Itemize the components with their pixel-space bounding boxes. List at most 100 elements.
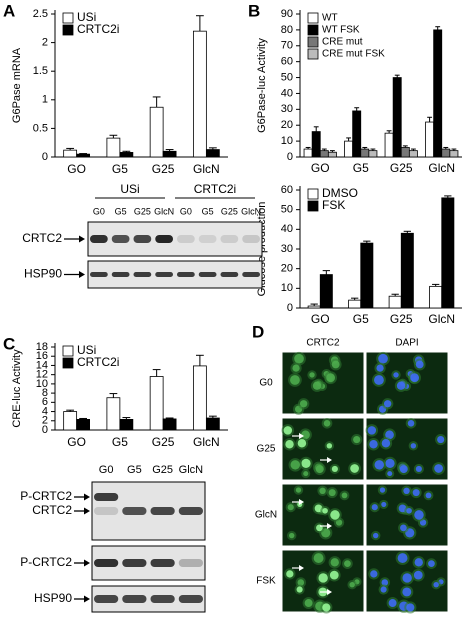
y-tick-label: 2 [42,415,48,427]
x-tick-label: GlcN [193,435,220,449]
x-tick-label: G25 [390,161,413,175]
y-tick-label: 30 [281,243,293,255]
y-tick-label: 50 [281,71,293,83]
y-tick-label: 18 [36,341,48,353]
bar [392,77,402,158]
arrow-head [299,433,304,439]
error-bar [195,354,204,366]
blot-row-label: P-CRTC2 [20,555,72,569]
cell-nucleus [330,558,339,567]
error-bar [329,150,335,153]
x-tick-label: GO [311,312,330,326]
nucleus [402,573,412,583]
cell-nucleus [286,570,294,578]
y-axis-label: G6Pase mRNA [11,47,23,123]
error-bar [432,283,440,287]
cell-nucleus [309,372,315,378]
panel-label: A [3,1,15,20]
y-tick-label: 0 [287,302,293,314]
bar [384,132,394,158]
blot-band [178,507,203,515]
x-tick-label: GO [311,161,330,175]
bar [449,150,459,158]
blot-band [198,272,217,277]
legend-label: CRTC2i [77,22,119,36]
y-tick-label: 6 [42,396,48,408]
bar [360,148,370,158]
cell-nucleus [319,487,326,495]
y-tick-label: 50 [281,204,293,216]
blot-group: CRTC2i [194,182,236,196]
error-bar [208,147,217,150]
y-tick-label: 80 [281,24,293,36]
nucleus [374,375,384,385]
error-bar [66,409,75,412]
row-label: GlcN [255,510,277,521]
cell-nucleus [295,487,302,493]
error-bar [165,417,174,419]
blot-band [90,272,108,277]
lane-label: G5 [127,464,142,476]
error-bar [79,153,88,155]
nucleus [381,501,387,507]
error-bar [351,297,359,301]
bar [162,418,177,431]
bar [360,242,374,309]
cell-nucleus [353,435,361,444]
column-label: DAPI [395,338,418,349]
bar [106,137,121,158]
legend-label: CRTC2i [77,355,119,369]
panel-label: D [252,322,264,341]
error-bar [444,195,452,198]
blot-band [155,235,173,243]
y-axis-label: CRE-luc Activity [11,349,23,428]
nucleus [385,430,394,440]
error-bar [122,417,131,420]
bar [319,274,333,309]
nucleus [396,381,406,390]
error-bar [403,230,411,234]
row-label: FSK [256,576,276,587]
blot-row-label: CRTC2 [22,231,62,245]
bar [303,148,313,158]
lane-label: GlcN [179,464,204,476]
legend-swatch [307,48,319,60]
cell-nucleus [326,443,333,449]
y-tick-label: 10 [36,378,48,390]
y-tick-label: 16 [36,350,48,362]
cell-nucleus [344,560,351,567]
error-bar [346,137,352,142]
error-bar [391,293,399,297]
bar [327,151,337,158]
y-tick-label: 2 [42,37,48,49]
bar [388,295,402,309]
bar [119,152,134,158]
nucleus [379,487,386,493]
nucleus [406,603,415,612]
bar [429,285,443,309]
arrow-head [84,493,90,501]
y-tick-label: 10 [281,282,293,294]
nucleus [376,364,384,372]
bar [348,299,362,309]
error-bar [152,369,161,377]
error-bar [443,146,449,150]
arrow-head [327,457,332,463]
x-tick-label: G5 [112,162,128,176]
lane-label: GlcN [241,206,261,216]
panel-label: C [3,334,15,353]
blot-band [122,595,147,603]
blot-band [111,235,130,243]
y-tick-label: 8 [42,387,48,399]
cell-nucleus [329,570,339,580]
arrow-head [299,565,304,571]
y-tick-label: 12 [36,369,48,381]
legend-swatch [62,357,74,369]
cell-nucleus [301,458,311,469]
legend-swatch [307,36,319,48]
error-bar [109,134,118,139]
bar [162,150,177,158]
row-label: G25 [257,444,276,455]
blot-band [122,559,147,567]
x-tick-label: GO [67,162,86,176]
